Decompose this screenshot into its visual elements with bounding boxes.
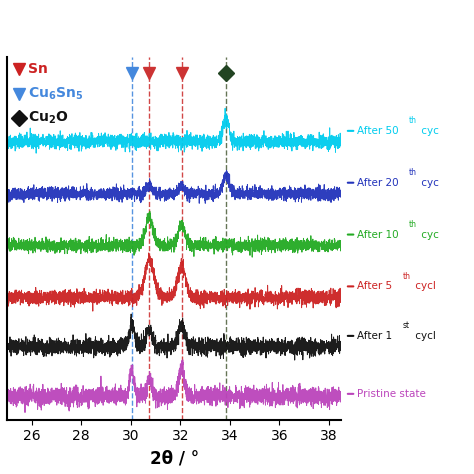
Text: $\mathregular{Cu_6Sn_5}$: $\mathregular{Cu_6Sn_5}$ bbox=[28, 85, 83, 102]
Text: st: st bbox=[402, 321, 410, 330]
Text: After 50: After 50 bbox=[357, 126, 399, 136]
Text: th: th bbox=[409, 168, 417, 177]
Text: cyc: cyc bbox=[419, 229, 439, 239]
Text: Sn: Sn bbox=[28, 62, 48, 76]
Text: th: th bbox=[409, 220, 417, 229]
Text: After 20: After 20 bbox=[357, 178, 399, 188]
Text: After 1: After 1 bbox=[357, 331, 392, 341]
Text: After 10: After 10 bbox=[357, 229, 399, 239]
Text: th: th bbox=[402, 272, 410, 281]
Text: cycl: cycl bbox=[412, 282, 436, 292]
Text: $\mathregular{Cu_2O}$: $\mathregular{Cu_2O}$ bbox=[28, 110, 68, 127]
Text: Pristine state: Pristine state bbox=[357, 389, 426, 399]
Text: cyc: cyc bbox=[419, 178, 439, 188]
Text: cycl: cycl bbox=[412, 331, 436, 341]
Text: After 5: After 5 bbox=[357, 282, 392, 292]
Text: th: th bbox=[409, 116, 417, 125]
X-axis label: 2θ / °: 2θ / ° bbox=[150, 449, 199, 467]
Text: cyc: cyc bbox=[419, 126, 439, 136]
